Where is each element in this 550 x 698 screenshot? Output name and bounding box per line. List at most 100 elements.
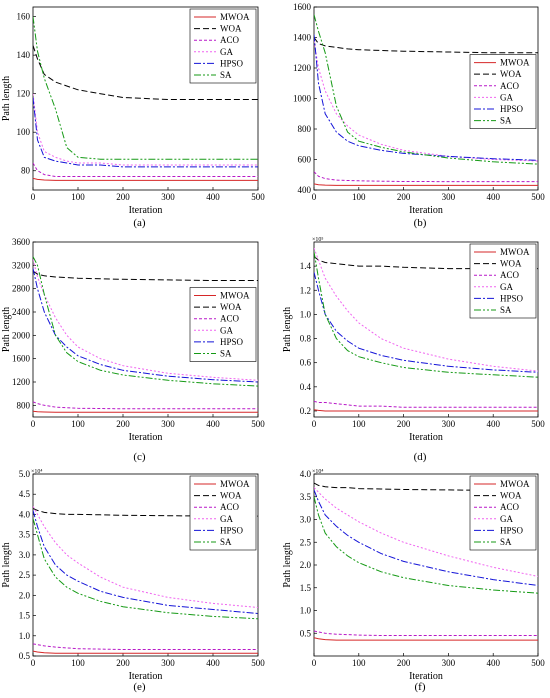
- series-line-sa: [314, 496, 538, 594]
- y-axis-title: Path length: [282, 307, 293, 352]
- x-tick-label: 100: [71, 419, 85, 429]
- series-group: [33, 16, 258, 181]
- series-line-sa: [33, 256, 258, 387]
- y-axis-title: Path length: [1, 542, 12, 587]
- x-tick-label: 200: [116, 658, 130, 668]
- panel-caption: (c): [133, 451, 146, 463]
- x-tick-label: 200: [397, 192, 411, 202]
- series-line-mwoa: [33, 650, 258, 654]
- x-tick-label: 300: [161, 419, 175, 429]
- chart-panel-5: 0 100 200 300 400 500 0.5 1.0 1.5 2.0 2.5 3.0 3.5 4.0…: [1, 469, 265, 693]
- legend-label-hpso: HPSO: [500, 525, 524, 535]
- x-tick-label: 400: [206, 658, 220, 668]
- series-group: [314, 482, 538, 641]
- y-tick-label: 2.5: [300, 537, 312, 547]
- y-tick-label: 3600: [12, 237, 31, 247]
- series-line-sa: [33, 16, 258, 160]
- y-tick-label: 120: [17, 89, 31, 99]
- series-line-ga: [33, 259, 258, 381]
- series-line-woa: [33, 45, 258, 100]
- x-tick-label: 200: [116, 192, 130, 202]
- y-tick-label: 3.5: [19, 530, 31, 540]
- series-group: [33, 506, 258, 654]
- y-tick-label: 600: [298, 155, 312, 165]
- series-line-sa: [314, 14, 538, 165]
- y-tick-label: 2400: [12, 307, 31, 317]
- series-line-aco: [314, 400, 538, 408]
- legend-label-mwoa: MWOA: [500, 479, 530, 489]
- x-axis-title: Iteration: [129, 432, 163, 443]
- legend-label-woa: WOA: [500, 491, 522, 501]
- y-tick-label: 4.0: [19, 509, 31, 519]
- series-line-woa: [33, 507, 258, 517]
- x-tick-label: 300: [161, 658, 175, 668]
- x-tick-label: 500: [251, 419, 265, 429]
- x-axis-title: Iteration: [409, 205, 443, 216]
- legend-label-aco: ACO: [220, 502, 240, 512]
- legend-label-hpso: HPSO: [500, 293, 524, 303]
- x-axis-title: Iteration: [409, 671, 443, 682]
- y-axis-title: Path length: [1, 76, 12, 121]
- legend-label-mwoa: MWOA: [500, 247, 530, 257]
- legend-label-aco: ACO: [220, 35, 240, 45]
- y-tick-label: 0.5: [300, 628, 312, 638]
- y-tick-label: 400: [298, 185, 312, 195]
- series-line-mwoa: [314, 409, 538, 412]
- y-multiplier-label: ×10⁴: [31, 469, 42, 475]
- x-tick-label: 100: [352, 192, 366, 202]
- y-tick-label: 2.0: [19, 590, 31, 600]
- y-tick-label: 1.0: [19, 631, 31, 641]
- panel-caption: (d): [414, 451, 427, 463]
- series-line-hpso: [33, 268, 258, 383]
- x-tick-label: 100: [71, 192, 85, 202]
- y-tick-label: 1.4: [300, 261, 312, 271]
- y-tick-label: 3200: [12, 260, 31, 270]
- y-multiplier-label: ×10⁴: [312, 469, 323, 475]
- x-tick-label: 200: [397, 419, 411, 429]
- y-tick-label: 4.0: [300, 469, 312, 479]
- series-line-sa: [314, 251, 538, 378]
- x-tick-label: 0: [312, 419, 317, 429]
- x-tick-label: 300: [161, 192, 175, 202]
- x-tick-label: 500: [531, 658, 545, 668]
- series-group: [314, 247, 538, 412]
- y-tick-label: 2000: [12, 330, 31, 340]
- legend-label-sa: SA: [500, 537, 512, 547]
- x-tick-label: 400: [206, 192, 220, 202]
- x-tick-label: 500: [251, 192, 265, 202]
- series-line-ga: [314, 247, 538, 372]
- x-tick-label: 400: [206, 419, 220, 429]
- x-tick-label: 0: [312, 658, 317, 668]
- y-tick-label: 1600: [293, 2, 312, 12]
- y-tick-label: 800: [17, 400, 31, 410]
- y-axis-title: Path length: [282, 542, 293, 587]
- x-tick-label: 500: [251, 658, 265, 668]
- series-line-mwoa: [33, 177, 258, 181]
- series-line-ga: [33, 506, 258, 608]
- x-tick-label: 400: [486, 192, 500, 202]
- legend-box: [189, 8, 257, 84]
- x-tick-label: 500: [531, 419, 545, 429]
- legend-label-aco: ACO: [220, 314, 240, 324]
- y-tick-label: 3.5: [300, 492, 312, 502]
- y-tick-label: 160: [17, 12, 31, 22]
- chart-panel-2: 0 100 200 300 400 500 400 600 800 1000 1200 1400 160…: [293, 2, 545, 229]
- legend-label-sa: SA: [220, 537, 232, 547]
- x-tick-label: 0: [31, 419, 36, 429]
- chart-panel-1: 0 100 200 300 400 500 80 100 120 140 160 Iteration P…: [1, 6, 265, 229]
- legend-label-woa: WOA: [220, 24, 242, 34]
- series-line-hpso: [314, 34, 538, 161]
- series-line-ga: [314, 40, 538, 162]
- x-tick-label: 300: [442, 419, 456, 429]
- series-line-sa: [33, 518, 258, 620]
- y-tick-label: 1.0: [300, 309, 312, 319]
- legend-label-sa: SA: [500, 305, 512, 315]
- y-tick-label: 3.0: [300, 515, 312, 525]
- y-tick-label: 80: [21, 166, 31, 176]
- x-tick-label: 100: [71, 658, 85, 668]
